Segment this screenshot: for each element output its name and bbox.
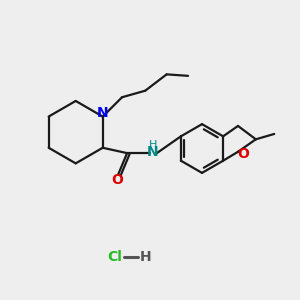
Text: N: N	[147, 145, 158, 159]
Text: O: O	[111, 173, 123, 187]
Text: H: H	[148, 140, 157, 150]
Text: O: O	[237, 147, 249, 161]
Text: N: N	[97, 106, 109, 120]
Text: H: H	[140, 250, 152, 264]
Text: Cl: Cl	[107, 250, 122, 264]
